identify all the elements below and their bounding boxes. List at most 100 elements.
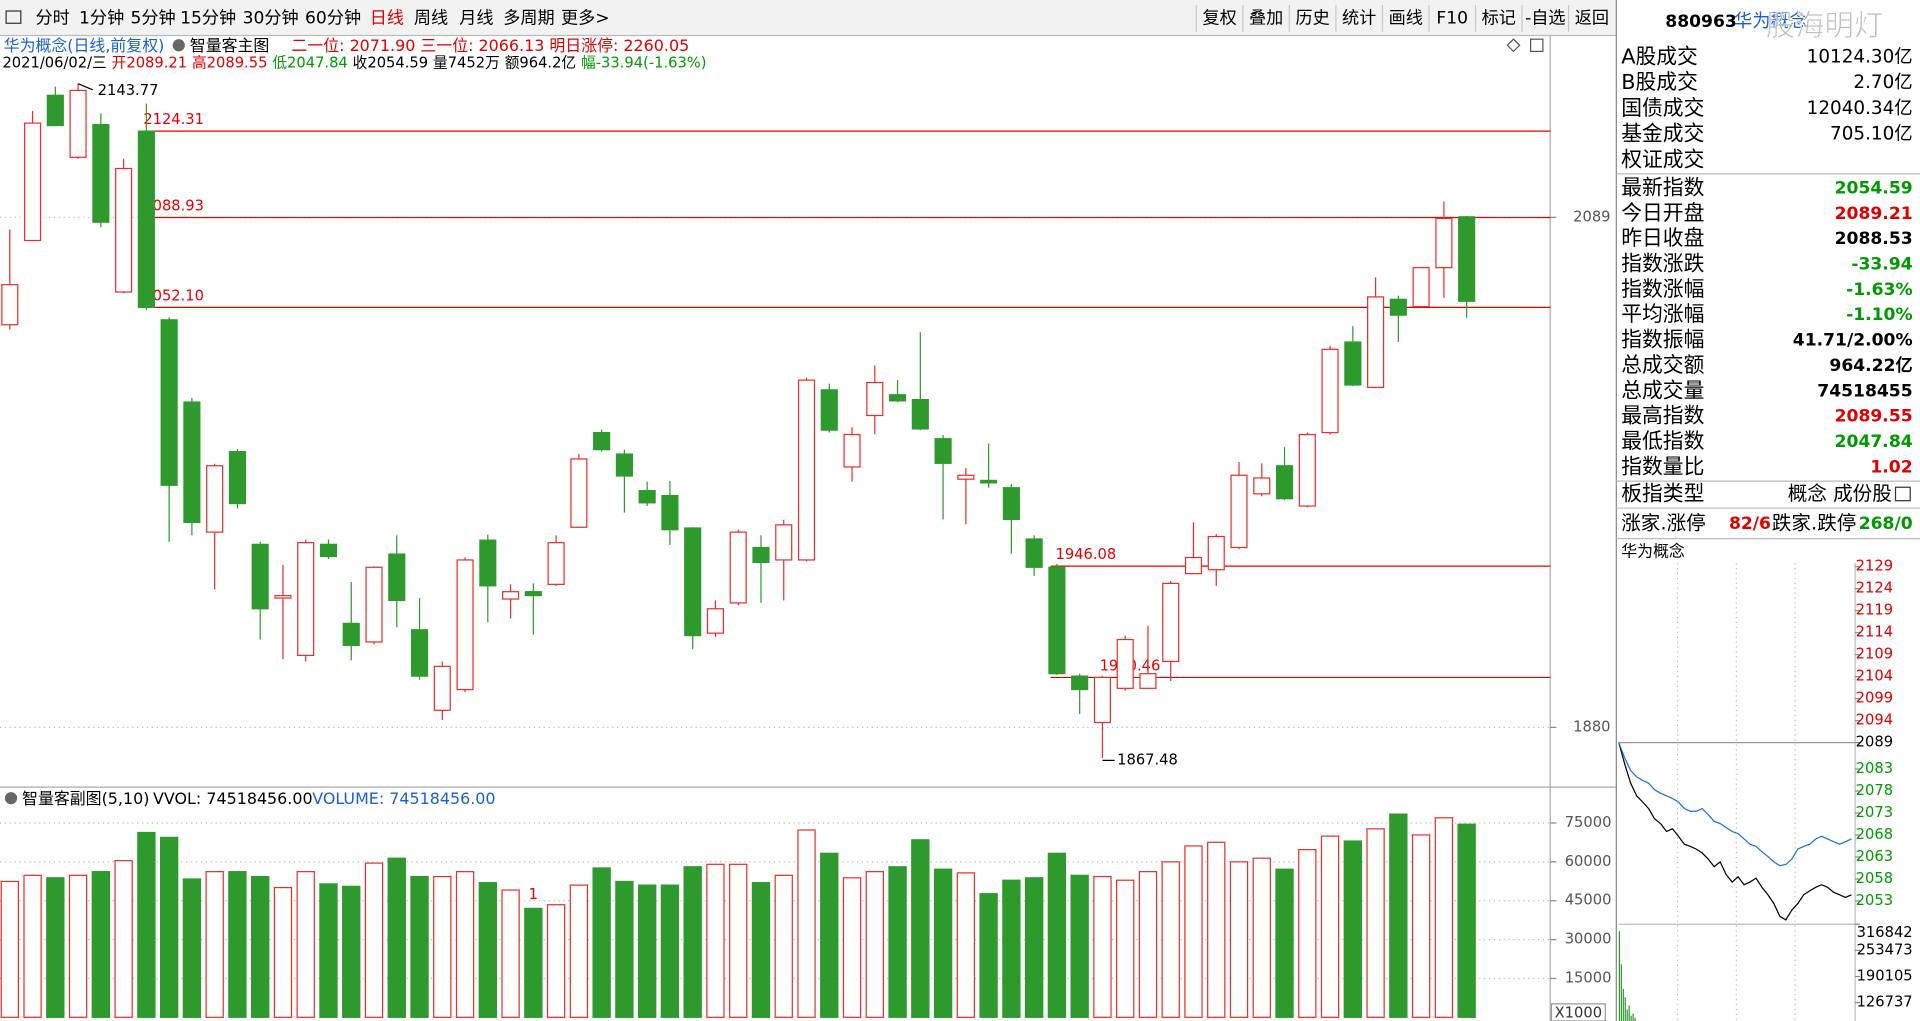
candle-body	[388, 553, 406, 602]
stat-label: 平均涨幅	[1621, 302, 1704, 326]
candle-body	[319, 543, 338, 558]
candle-body	[570, 458, 588, 528]
indicator-name[interactable]: 智量客主图	[190, 36, 270, 55]
volume-bar	[1252, 857, 1271, 1018]
y-tick-label: 253473	[1857, 941, 1913, 958]
candle-body	[1162, 582, 1180, 663]
period-tab[interactable]: 分时	[36, 8, 70, 28]
volume-bar	[478, 882, 498, 1018]
candle-body	[115, 167, 133, 293]
period-tab[interactable]: 多周期	[503, 8, 554, 28]
diamond-icon[interactable]	[1506, 38, 1521, 53]
stat-value: 12040.34亿	[1807, 98, 1913, 119]
stat-label: 指数涨跌	[1621, 252, 1704, 276]
y-tick-label: 1880	[1573, 718, 1610, 735]
period-tab[interactable]: 1分钟	[79, 8, 124, 28]
period-tab[interactable]: 日线	[370, 8, 404, 28]
volume-bar	[842, 877, 862, 1018]
volume-bar	[1116, 879, 1135, 1018]
level-label: 2052.10	[143, 287, 204, 304]
y-tick-label: 2109	[1856, 646, 1893, 663]
intraday-line	[1618, 742, 1852, 921]
y-tick-label: 2119	[1856, 602, 1893, 619]
period-tab[interactable]: 月线	[459, 8, 493, 28]
stat-value: -33.94	[1851, 255, 1912, 275]
candle-body	[1139, 673, 1157, 689]
y-tick-label: 2068	[1856, 826, 1893, 843]
volume-bar	[159, 836, 179, 1018]
intraday-volume-bar	[1628, 1005, 1630, 1021]
candle-body	[1253, 477, 1271, 495]
intraday-line	[1618, 742, 1852, 867]
stat-label: 权证成交	[1621, 147, 1704, 171]
volume-bar	[888, 866, 907, 1018]
period-tab[interactable]: 30分钟	[243, 8, 299, 28]
tool-button[interactable]: 返回	[1575, 8, 1609, 28]
y-tick-label: 75000	[1565, 814, 1612, 831]
volume-bar	[455, 871, 475, 1018]
volume-bar	[410, 875, 429, 1018]
sub-indicator-name[interactable]: 智量客副图(5,10)	[22, 789, 149, 808]
period-tab[interactable]: 5分钟	[130, 8, 175, 28]
volume-bar	[251, 875, 270, 1018]
stat-value: 1.02	[1870, 457, 1912, 477]
volume-bar	[820, 852, 839, 1018]
period-tab[interactable]: 60分钟	[305, 8, 361, 28]
tool-button[interactable]: 统计	[1342, 8, 1376, 28]
period-tab[interactable]: 15分钟	[180, 8, 236, 28]
stat-label: 板指类型	[1621, 482, 1704, 506]
candle-body	[228, 450, 246, 505]
tool-button[interactable]: 画线	[1389, 8, 1423, 28]
volume-bar	[205, 871, 224, 1018]
tool-button[interactable]: F10	[1436, 8, 1468, 28]
candle-body	[1458, 216, 1476, 302]
candle-body	[1367, 296, 1385, 389]
volume-bar	[774, 874, 793, 1018]
candle-body	[661, 494, 679, 531]
high-label: 2143.77	[98, 82, 159, 99]
tool-button[interactable]: 复权	[1202, 8, 1236, 28]
volume-bar	[1070, 874, 1089, 1018]
sub-indicator-icon[interactable]	[4, 792, 18, 805]
candle-body	[479, 539, 497, 587]
unit-label: X1000	[1555, 1005, 1602, 1021]
stat-label: 昨日收盘	[1621, 226, 1704, 250]
y-tick-label: 190105	[1857, 968, 1913, 985]
stat-label: 指数振幅	[1621, 328, 1704, 352]
stat-label: 今日开盘	[1621, 201, 1704, 225]
intraday-volume-bar	[1622, 988, 1624, 1021]
candle-body	[547, 542, 565, 585]
tool-button[interactable]: 标记	[1482, 8, 1516, 28]
menu-icon[interactable]	[5, 10, 22, 24]
y-tick-label: 2073	[1856, 804, 1893, 821]
breadth-value: 82/6	[1729, 514, 1771, 534]
candle-body	[1389, 298, 1407, 316]
intraday-volume-bar	[1632, 1013, 1634, 1021]
volume-bar	[68, 874, 88, 1018]
indicator-icon[interactable]	[172, 39, 185, 52]
volume-bar	[615, 880, 634, 1018]
volume-bar	[1343, 840, 1363, 1018]
stat-value: 2088.53	[1835, 229, 1913, 249]
volume-bar	[592, 867, 611, 1018]
list-icon[interactable]	[1894, 486, 1911, 502]
volume-bar	[91, 871, 111, 1018]
stat-value: 2047.84	[1835, 432, 1913, 452]
tool-button[interactable]: -自选	[1525, 8, 1565, 28]
window-icon[interactable]	[1530, 38, 1544, 53]
stat-label: 最低指数	[1621, 429, 1704, 453]
candle-body	[1435, 217, 1453, 269]
period-tab[interactable]: 周线	[414, 8, 448, 28]
tool-button[interactable]: 叠加	[1249, 8, 1283, 28]
breadth-value: 268/0	[1859, 514, 1913, 534]
volume-bar	[364, 862, 384, 1018]
tool-button[interactable]: 历史	[1296, 8, 1330, 28]
level-label: 1946.08	[1056, 546, 1117, 563]
period-tab[interactable]: 更多>	[561, 8, 610, 28]
stat-label: B股成交	[1621, 70, 1698, 94]
stat-label: 总成交额	[1621, 353, 1704, 377]
candle-body	[274, 594, 292, 599]
